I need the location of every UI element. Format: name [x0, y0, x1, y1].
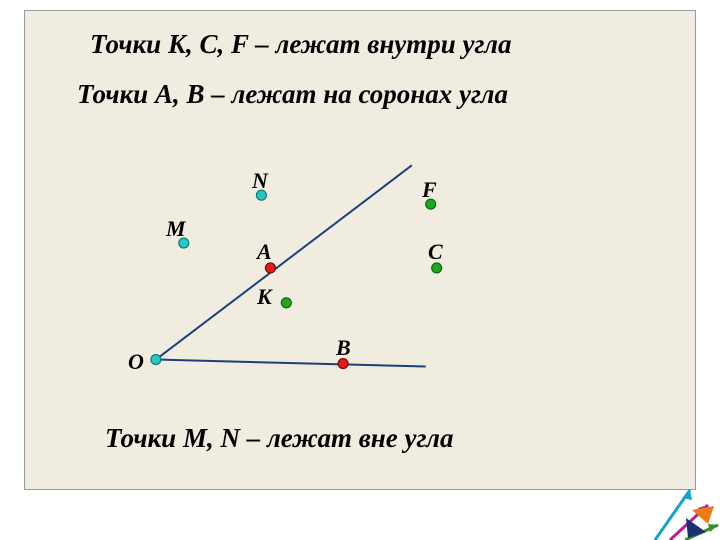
- point-K: [281, 298, 291, 308]
- point-label-N: N: [252, 168, 268, 194]
- corner-decoration-icon: [630, 470, 720, 540]
- point-label-K: K: [257, 284, 272, 310]
- angle-ray: [156, 360, 426, 367]
- point-O: [151, 355, 161, 365]
- point-label-A: A: [257, 239, 272, 265]
- point-label-M: M: [166, 216, 186, 242]
- slide-panel: Точки K, С, F – лежат внутри угла Точки …: [24, 10, 696, 490]
- angle-diagram: [25, 11, 695, 489]
- point-label-C: C: [428, 239, 443, 265]
- point-label-B: B: [336, 335, 351, 361]
- angle-ray: [156, 165, 412, 359]
- point-label-O: O: [128, 349, 144, 375]
- point-label-F: F: [422, 177, 437, 203]
